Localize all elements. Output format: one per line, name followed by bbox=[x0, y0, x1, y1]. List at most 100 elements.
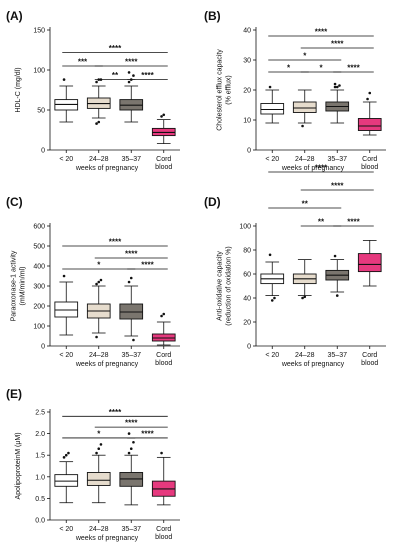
significance-label: **** bbox=[331, 182, 344, 191]
y-tick-label: 20 bbox=[243, 320, 251, 327]
significance-label: **** bbox=[141, 261, 154, 270]
x-tick-label: blood bbox=[155, 164, 172, 171]
significance-label: **** bbox=[331, 40, 344, 49]
y-tick-label: 1.5 bbox=[35, 453, 45, 460]
x-tick-label: 35–37 bbox=[122, 156, 142, 163]
y-tick-label: 50 bbox=[37, 108, 45, 115]
x-tick-label: Cord bbox=[156, 156, 171, 163]
box-plot bbox=[260, 85, 285, 124]
x-tick-label: blood bbox=[155, 360, 172, 367]
significance-label: **** bbox=[109, 408, 122, 417]
box-plot bbox=[151, 113, 176, 145]
significance-label: **** bbox=[109, 44, 122, 53]
significance-label: **** bbox=[125, 58, 138, 67]
panel-label: (B) bbox=[204, 9, 221, 23]
x-tick-label: Cord bbox=[156, 526, 171, 533]
panel-label: (E) bbox=[6, 387, 22, 401]
box-plot bbox=[151, 451, 176, 506]
box-iqr bbox=[357, 253, 382, 273]
x-axis-title: weeks of pregnancy bbox=[281, 361, 345, 368]
significance-label: ** bbox=[318, 218, 325, 227]
significance-label: ** bbox=[112, 71, 119, 80]
box-iqr bbox=[292, 101, 317, 113]
outlier-point bbox=[95, 451, 98, 455]
x-tick-label: 24–28 bbox=[89, 352, 109, 359]
box-plot bbox=[119, 71, 144, 123]
y-tick-label: 0 bbox=[247, 344, 251, 351]
outlier-point bbox=[368, 91, 372, 95]
outlier-point bbox=[301, 124, 304, 128]
outlier-point bbox=[62, 274, 66, 278]
outlier-point bbox=[132, 440, 135, 444]
x-tick-label: 35–37 bbox=[122, 526, 142, 533]
outlier-point bbox=[333, 85, 337, 89]
x-tick-label: < 20 bbox=[265, 352, 279, 359]
outlier-point bbox=[62, 78, 66, 81]
x-tick-label: blood bbox=[361, 164, 378, 171]
y-tick-label: 100 bbox=[33, 68, 45, 75]
box-plot bbox=[86, 443, 111, 504]
significance-label: **** bbox=[347, 218, 360, 227]
y-axis-title: ApolipoproteinM (μM) bbox=[15, 432, 22, 499]
y-tick-label: 100 bbox=[33, 324, 45, 331]
significance-label: **** bbox=[315, 28, 328, 37]
x-tick-label: 35–37 bbox=[122, 352, 142, 359]
outlier-point bbox=[95, 282, 98, 286]
chart-panel: (C) 0 100 200 300 400 500 600 < 20 24–28 35–37 Cord… bbox=[6, 195, 180, 368]
significance-label: **** bbox=[141, 71, 154, 80]
outlier-point bbox=[303, 295, 307, 299]
y-axis-title: Paraoxonase-1 activity bbox=[11, 250, 18, 321]
box-iqr bbox=[86, 472, 111, 486]
y-tick-label: 2.0 bbox=[35, 431, 45, 438]
outlier-point bbox=[333, 254, 337, 258]
box-plot bbox=[151, 312, 176, 346]
outlier-point bbox=[64, 453, 68, 457]
box-plot bbox=[54, 274, 79, 336]
y-tick-label: 600 bbox=[33, 224, 45, 231]
x-tick-label: 35–37 bbox=[328, 352, 348, 359]
x-tick-label: 35–37 bbox=[328, 156, 348, 163]
box-plot bbox=[86, 78, 111, 125]
x-axis-title: weeks of pregnancy bbox=[75, 535, 139, 542]
outlier-point bbox=[162, 312, 166, 316]
outlier-point bbox=[160, 115, 163, 118]
panel-label: (D) bbox=[204, 195, 221, 209]
box-plot bbox=[54, 78, 79, 123]
outlier-point bbox=[95, 335, 98, 339]
outlier-point bbox=[268, 85, 272, 89]
box-plot bbox=[86, 278, 111, 339]
box-plot bbox=[292, 259, 317, 300]
outlier-point bbox=[162, 113, 166, 117]
box-plot bbox=[54, 451, 79, 504]
outlier-point bbox=[132, 74, 135, 77]
box-plot bbox=[260, 253, 285, 302]
outlier-point bbox=[270, 299, 274, 302]
significance-label: * bbox=[287, 64, 291, 73]
outlier-point bbox=[268, 253, 272, 257]
box-plot bbox=[357, 239, 382, 287]
panel-label: (C) bbox=[6, 195, 23, 209]
box-plot bbox=[292, 89, 317, 128]
x-tick-label: < 20 bbox=[59, 352, 73, 359]
outlier-point bbox=[366, 97, 369, 101]
outlier-point bbox=[160, 451, 163, 455]
x-axis-title: weeks of pregnancy bbox=[75, 361, 139, 368]
y-axis-title: Anti-oxidative capacity bbox=[217, 251, 224, 321]
outlier-point bbox=[95, 80, 98, 84]
x-tick-label: < 20 bbox=[59, 526, 73, 533]
y-tick-label: 500 bbox=[33, 244, 45, 251]
outlier-point bbox=[67, 451, 70, 455]
outlier-point bbox=[129, 447, 133, 451]
y-axis-title: (% efflux) bbox=[226, 75, 233, 104]
y-tick-label: 1.0 bbox=[35, 474, 45, 481]
outlier-point bbox=[127, 432, 131, 435]
y-tick-label: 60 bbox=[243, 272, 251, 279]
box-plot bbox=[119, 276, 144, 342]
y-tick-label: 0 bbox=[247, 148, 251, 155]
significance-label: **** bbox=[141, 429, 154, 438]
x-tick-label: blood bbox=[155, 534, 172, 541]
x-tick-label: < 20 bbox=[59, 156, 73, 163]
